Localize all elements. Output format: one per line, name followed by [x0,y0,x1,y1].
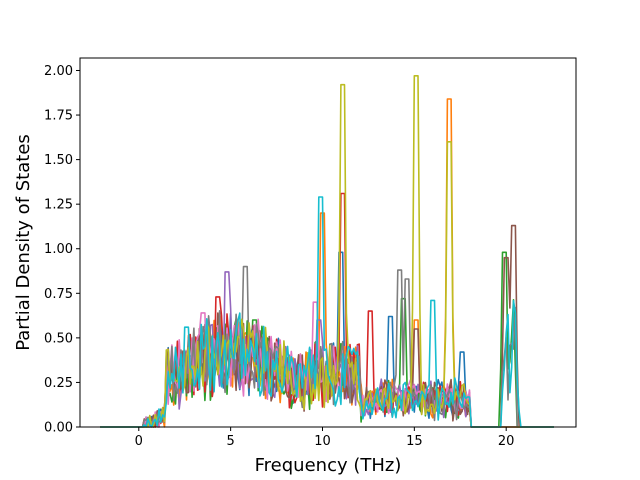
x-axis-ticks: 0 5 10 15 20 [135,427,515,449]
y-tick-label: 2.00 [44,64,73,79]
x-axis-label: Frequency (THz) [255,455,402,476]
y-tick-label: 1.25 [44,198,73,213]
y-tick-label: 0.00 [44,421,73,436]
y-axis-ticks: 0.00 0.25 0.50 0.75 1.00 1.25 1.50 1.75 2.00 [44,64,80,436]
x-tick-label: 5 [226,434,234,449]
x-tick-label: 15 [406,434,423,449]
x-tick-label: 20 [498,434,515,449]
y-tick-label: 0.50 [44,331,73,346]
y-tick-label: 1.75 [44,109,73,124]
y-tick-label: 0.25 [44,376,73,391]
x-tick-label: 0 [135,434,143,449]
axes-frame [79,57,577,428]
y-tick-label: 1.00 [44,242,73,257]
y-tick-label: 0.75 [44,287,73,302]
y-axis-label: Partial Density of States [13,134,34,351]
y-tick-label: 1.50 [44,153,73,168]
x-tick-label: 10 [314,434,331,449]
